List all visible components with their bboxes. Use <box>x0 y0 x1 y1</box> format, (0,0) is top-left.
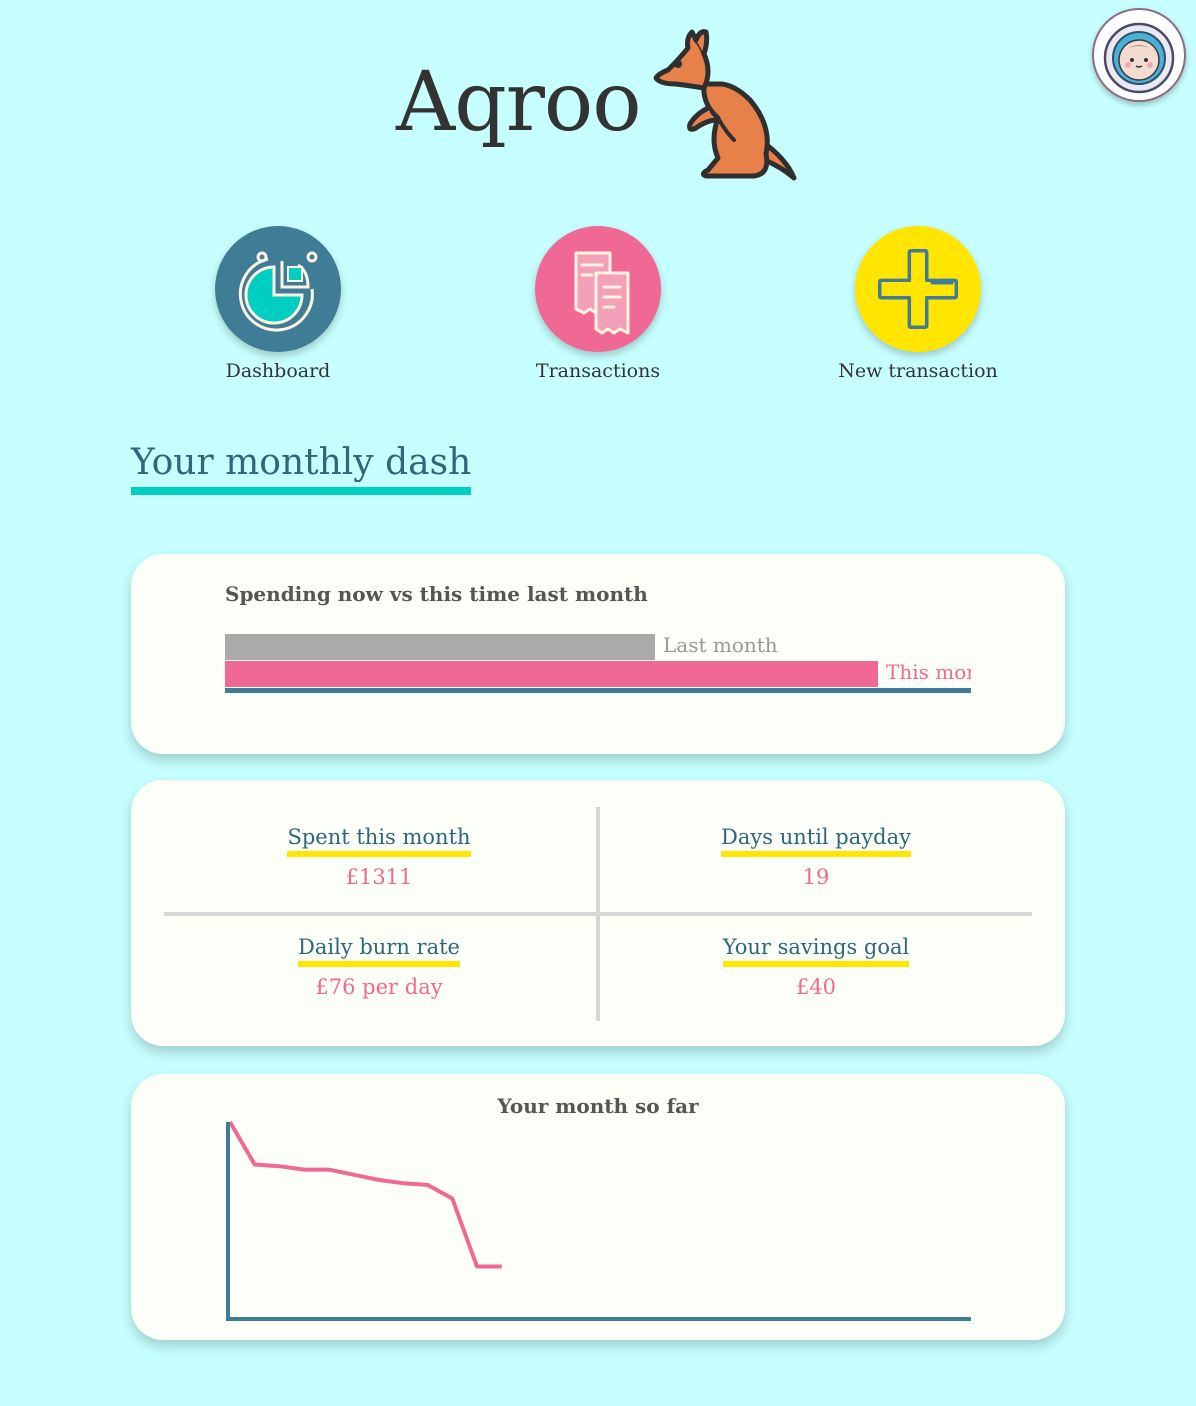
comparison-title: Spending now vs this time last month <box>225 582 648 606</box>
pie-chart-icon <box>238 251 318 332</box>
comparison-chart: Last month This month <box>225 634 971 694</box>
header: Aqroo <box>0 0 1196 200</box>
receipts-icon <box>574 251 630 335</box>
kangaroo-icon <box>653 29 797 181</box>
nav-dashboard-label: Dashboard <box>225 360 331 382</box>
stats-card: Spent this month £1311 Days until payday… <box>131 780 1065 1046</box>
bar-last-month <box>225 634 655 660</box>
label-last-month: Last month <box>663 634 778 657</box>
page-title: Your monthly dash <box>131 442 472 496</box>
nav-transactions[interactable]: Transactions <box>478 226 718 382</box>
app-name: Aqroo <box>396 55 642 150</box>
month-line-chart <box>226 1120 971 1321</box>
label-this-month: This month <box>886 660 971 684</box>
astronaut-avatar-icon <box>1103 22 1175 94</box>
month-chart-card: Your month so far <box>131 1074 1065 1340</box>
stat-payday-value: 19 <box>802 865 830 890</box>
user-avatar[interactable] <box>1092 8 1186 102</box>
spending-comparison-card: Spending now vs this time last month Las… <box>131 554 1065 754</box>
nav-new-transaction-label: New transaction <box>838 360 998 382</box>
stat-burn-value: £76 per day <box>315 975 443 1000</box>
nav-new-transaction[interactable]: New transaction <box>798 226 1038 382</box>
plus-icon <box>878 249 959 330</box>
nav-dashboard-circle[interactable] <box>215 226 341 352</box>
nav-new-transaction-circle[interactable] <box>855 226 981 352</box>
stats-divider-horizontal <box>164 912 1032 916</box>
nav-dashboard[interactable]: Dashboard <box>158 226 398 382</box>
chart-title: Your month so far <box>497 1094 699 1118</box>
stat-burn-label: Daily burn rate <box>298 935 460 968</box>
stat-savings-value: £40 <box>795 975 837 1000</box>
stat-spent-label: Spent this month <box>287 825 471 858</box>
stat-savings: Your savings goal £40 <box>601 935 1031 1000</box>
nav-transactions-circle[interactable] <box>535 226 661 352</box>
stat-payday-label: Days until payday <box>721 825 911 858</box>
stat-burn: Daily burn rate £76 per day <box>164 935 594 1000</box>
stat-spent: Spent this month £1311 <box>164 825 594 890</box>
main-nav: Dashboard Transactions <box>0 226 1196 396</box>
spending-line <box>228 1120 502 1269</box>
nav-transactions-label: Transactions <box>535 360 661 382</box>
bar-this-month <box>225 661 878 687</box>
comparison-axis <box>225 688 971 693</box>
stat-savings-label: Your savings goal <box>722 935 910 968</box>
stat-spent-value: £1311 <box>345 865 413 890</box>
stat-payday: Days until payday 19 <box>601 825 1031 890</box>
